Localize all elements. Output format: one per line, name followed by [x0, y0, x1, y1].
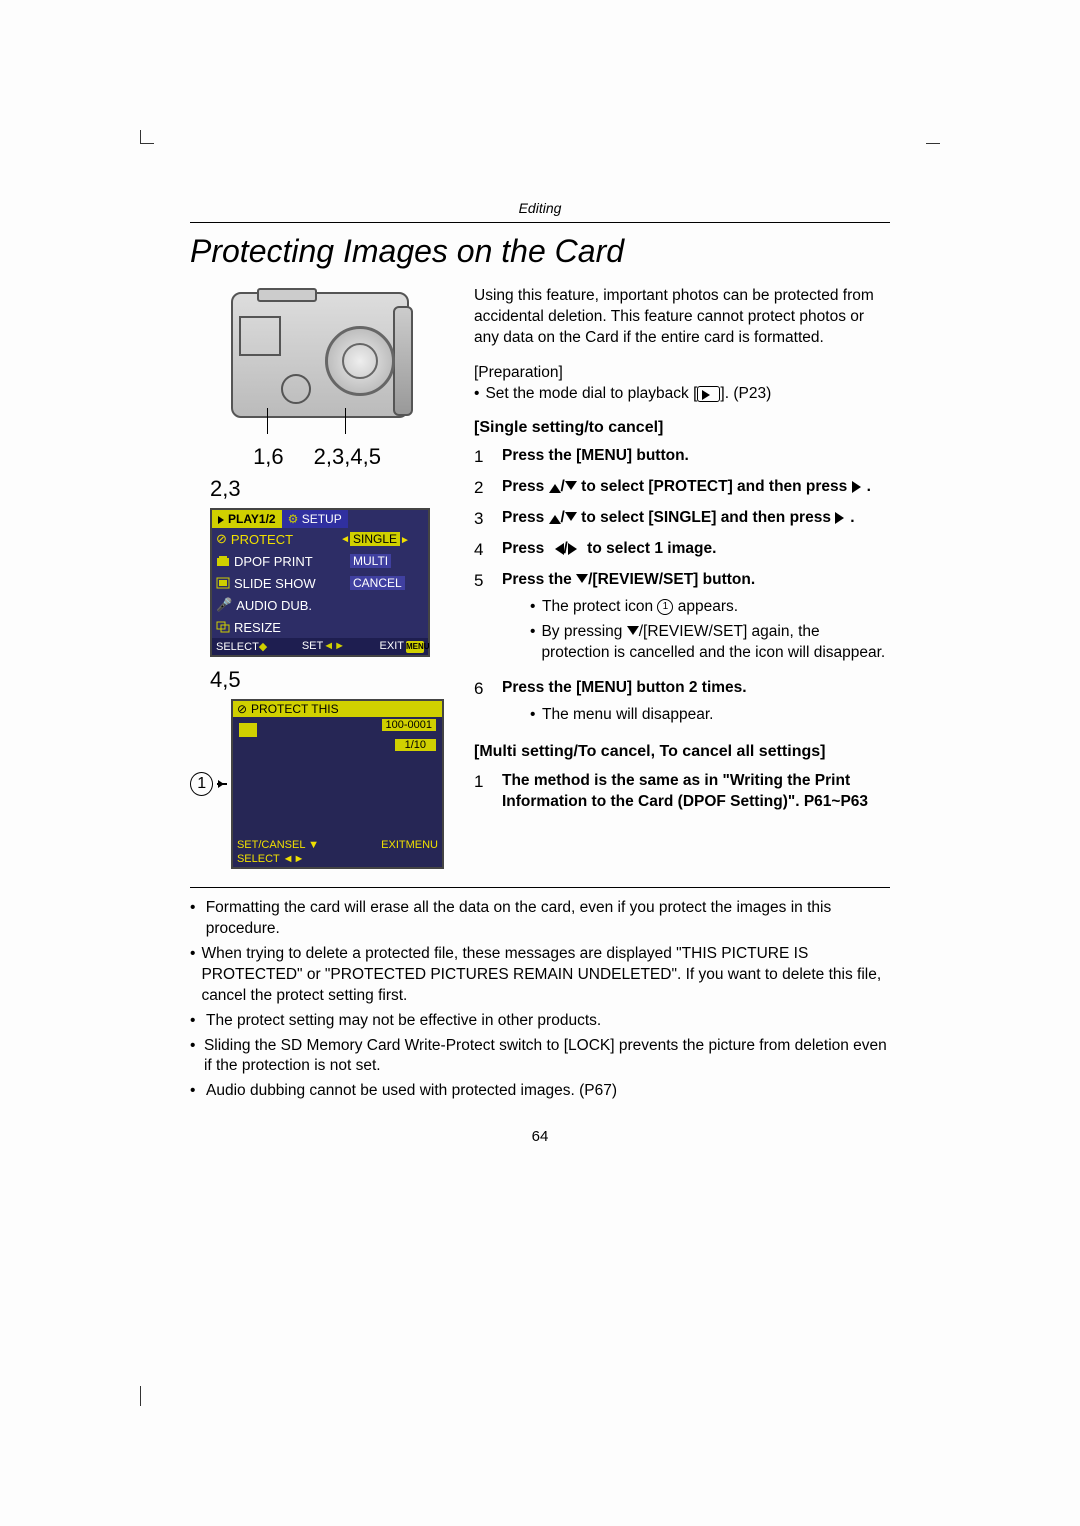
note-text: Sliding the SD Memory Card Write-Protect… [204, 1036, 890, 1078]
step-text: The method is the same as in "Writing th… [502, 771, 890, 813]
bullet: • [190, 1036, 198, 1078]
left-column: 1,6 2,3,4,5 2,3 PLAY1/2 ⚙ SETUP ⊘PROTECT… [190, 286, 444, 869]
step-text: Press / to select [SINGLE] and then pres… [502, 508, 890, 531]
step-nums: 2,3,4,5 [314, 444, 381, 470]
footer-setcancel: SET/CANSEL ▼ [237, 839, 319, 851]
note-text: Audio dubbing cannot be used with protec… [206, 1081, 617, 1102]
right-icon [852, 481, 867, 493]
down-icon [565, 512, 577, 527]
down-icon [565, 481, 577, 496]
note-text: Formatting the card will erase all the d… [206, 898, 890, 940]
steps-multi: 1The method is the same as in "Writing t… [474, 771, 890, 813]
bullet: • [190, 944, 195, 1007]
step-text: Press the [MENU] button. [502, 446, 890, 469]
step-text: Press the /[REVIEW/SET] button. [502, 571, 755, 588]
step-indicator-top: 1,6 2,3,4,5 [190, 444, 444, 470]
section-label: Editing [190, 200, 890, 216]
bullet: • [190, 898, 200, 940]
note-text: When trying to delete a protected file, … [201, 944, 890, 1007]
bullet: • [530, 705, 536, 726]
step-num: 4 [474, 539, 492, 562]
key-icon [239, 723, 257, 737]
prep-text: Set the mode dial to playback []. (P23) [485, 384, 771, 405]
footer-set: SET◄► [302, 640, 345, 653]
steps-single: 1 Press the [MENU] button. 2 Press / to se… [474, 446, 890, 731]
file-number: 100-0001 [382, 719, 437, 731]
tab-setup: ⚙ SETUP [282, 510, 348, 528]
lcd2-header: PROTECT THIS [251, 702, 339, 716]
opt-single: SINGLE [350, 532, 400, 546]
prep-label: [Preparation] [474, 363, 890, 384]
footer-select: SELECT ◄► [237, 853, 304, 865]
step-num: 6 [474, 678, 492, 732]
crop-mark [926, 130, 940, 144]
step-num: 2 [474, 477, 492, 500]
tab-play: PLAY1/2 [212, 510, 282, 528]
arrow-icon [217, 783, 227, 785]
page-title: Protecting Images on the Card [190, 233, 890, 270]
sub-text: The menu will disappear. [542, 705, 713, 726]
down-icon [576, 574, 588, 589]
bullet: • [190, 1081, 200, 1102]
bullet: • [474, 384, 479, 405]
down-icon [627, 626, 639, 641]
crop-mark [140, 1386, 141, 1406]
right-icon [835, 512, 850, 524]
right-column: Using this feature, important photos can… [474, 286, 890, 869]
page-number: 64 [190, 1128, 890, 1145]
menu-row-dpof: DPOF PRINT [216, 554, 350, 569]
opt-multi: MULTI [350, 554, 391, 568]
note-text: The protect setting may not be effective… [206, 1011, 601, 1032]
bullet: • [530, 622, 535, 664]
lcd-menu-screenshot: PLAY1/2 ⚙ SETUP ⊘PROTECT ◄ SINGLE► DPOF … [210, 508, 430, 657]
step-indicator-45: 4,5 [210, 667, 444, 693]
camera-illustration [217, 286, 417, 436]
callout-row: 1 ⊘ PROTECT THIS 100-0001 1/10 SELECT ◄► … [190, 699, 444, 869]
step-num: 5 [474, 570, 492, 670]
sub-text: The protect icon 1 appears. [542, 597, 738, 618]
lcd-protect-screenshot: ⊘ PROTECT THIS 100-0001 1/10 SELECT ◄► SE… [231, 699, 444, 869]
step-text: Press the [MENU] button 2 times. [502, 679, 747, 696]
bullet: • [190, 1011, 200, 1032]
callout-inline-1: 1 [657, 599, 673, 615]
right-icon [568, 543, 583, 555]
footer-exit: EXITMENU [380, 640, 424, 653]
step-num: 3 [474, 508, 492, 531]
page: Editing Protecting Images on the Card 1,… [0, 0, 1080, 1205]
callout-1: 1 [190, 772, 213, 796]
menu-row-audio: 🎤AUDIO DUB. [216, 597, 424, 613]
menu-row-resize: RESIZE [216, 620, 424, 635]
step-num: 1 [474, 771, 492, 813]
footer-select: SELECT◆ [216, 640, 267, 653]
step-indicator-23: 2,3 [210, 476, 444, 502]
step-num: 1 [474, 446, 492, 469]
up-icon [549, 509, 561, 524]
divider [190, 222, 890, 223]
section-single-head: [Single setting/to cancel] [474, 417, 890, 439]
play-icon [697, 386, 720, 402]
bullet: • [530, 597, 536, 618]
step-text: Press / to select [PROTECT] and then pre… [502, 477, 890, 500]
key-icon: ⊘ [237, 702, 247, 716]
footer-exit: EXITMENU [381, 839, 438, 851]
crop-mark [140, 130, 154, 144]
image-counter: 1/10 [395, 739, 436, 751]
divider [190, 887, 890, 888]
left-icon [549, 543, 564, 555]
step-nums: 1,6 [253, 444, 284, 470]
intro-text: Using this feature, important photos can… [474, 286, 890, 349]
up-icon [549, 478, 561, 493]
sub-text: By pressing /[REVIEW/SET] again, the pro… [541, 622, 890, 664]
notes-section: •Formatting the card will erase all the … [190, 887, 890, 1102]
step-text: Press / to select 1 image. [502, 539, 890, 562]
menu-row-slide: SLIDE SHOW [216, 576, 350, 591]
opt-cancel: CANCEL [350, 576, 405, 590]
section-multi-head: [Multi setting/To cancel, To cancel all … [474, 741, 890, 763]
menu-row-protect: ⊘PROTECT [216, 531, 340, 547]
